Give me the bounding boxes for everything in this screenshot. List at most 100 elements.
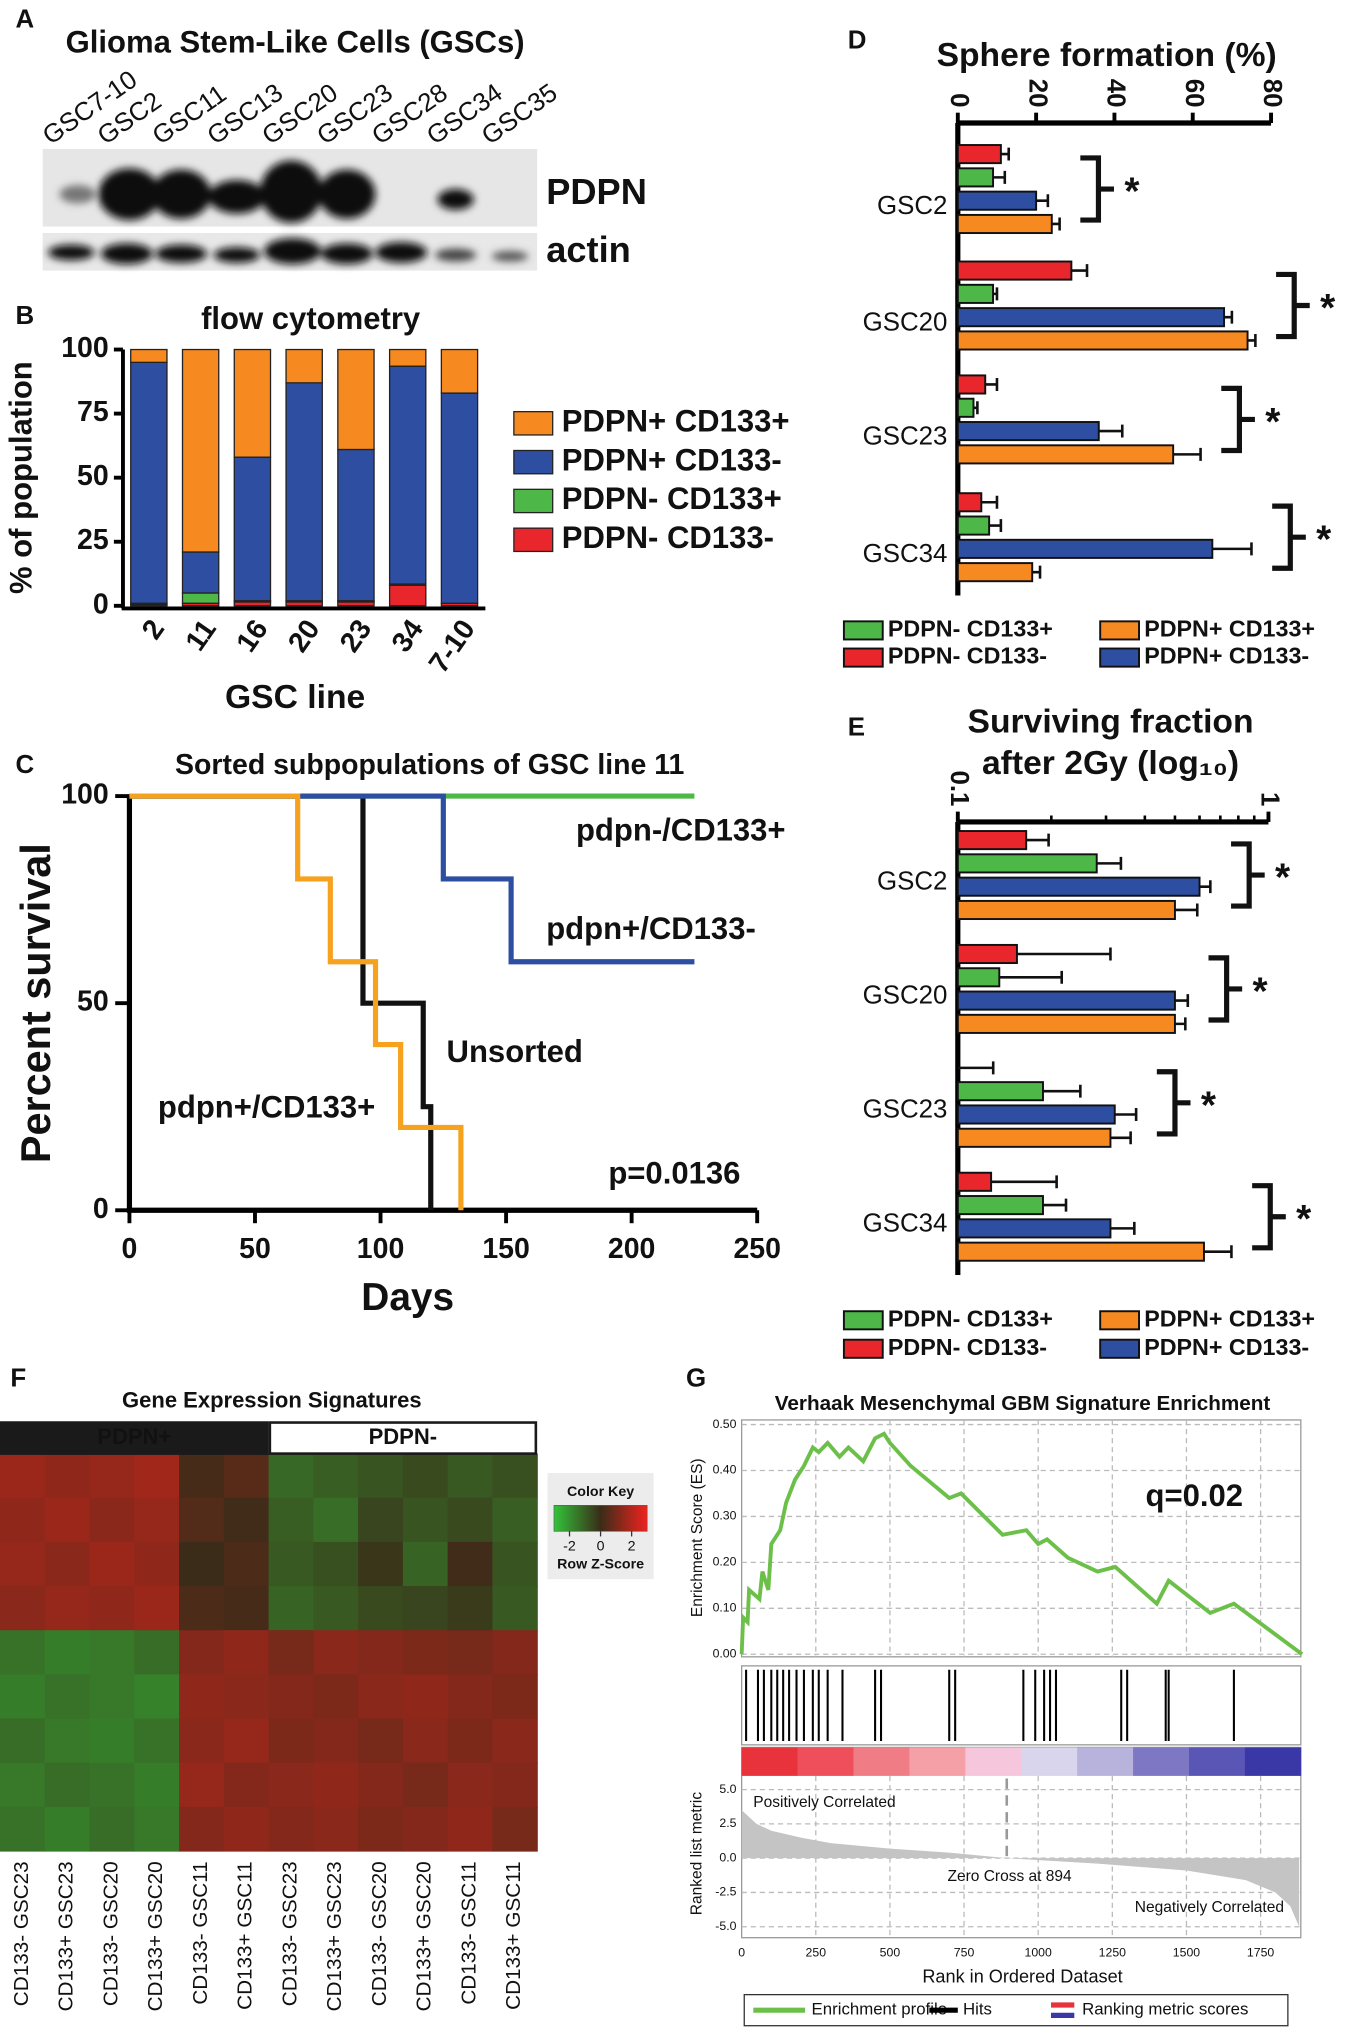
annotation: p=0.0136 — [608, 1156, 740, 1191]
x-tick-label: 250 — [733, 1233, 781, 1265]
panel-label: E — [848, 714, 865, 742]
heatmap-cell — [447, 1453, 494, 1499]
x-tick-label: 7-10 — [423, 614, 482, 679]
error-bar — [1212, 542, 1253, 556]
chart-title: Surviving fraction — [968, 703, 1254, 740]
legend-label: PDPN+ CD133+ — [1144, 1305, 1315, 1331]
heatmap-cell — [134, 1586, 180, 1631]
heatmap-cell — [179, 1762, 225, 1808]
legend-label: PDPN- CD133+ — [562, 481, 782, 516]
heatmap-cell — [402, 1586, 449, 1631]
heatmap-cell — [268, 1674, 314, 1720]
heatmap-cell — [134, 1718, 180, 1764]
x-tick-label: 2 — [136, 614, 171, 645]
heatmap-cell — [313, 1453, 359, 1499]
heatmap-cell — [492, 1630, 538, 1676]
x-tick-label: 11 — [179, 614, 223, 657]
band — [98, 168, 161, 221]
heatmap-cell — [134, 1674, 180, 1720]
heatmap-cell — [0, 1541, 46, 1587]
x-tick-label: 100 — [357, 1233, 405, 1265]
error-bar — [1199, 880, 1212, 894]
error-bar — [1071, 264, 1089, 278]
x-tick-label: 150 — [482, 1233, 530, 1265]
column-label: CD133+ GSC20 — [144, 1861, 167, 2011]
group-header — [268, 1421, 538, 1455]
bar — [956, 876, 1201, 897]
x-tick-label: 250 — [806, 1945, 827, 1959]
color-bar-segment — [797, 1747, 854, 1776]
curve-label: pdpn-/CD133+ — [576, 813, 786, 848]
color-key-tick-label: 0 — [597, 1539, 605, 1555]
panel-label: F — [10, 1365, 26, 1393]
error-bar — [1036, 194, 1050, 208]
color-bar-segment — [1244, 1747, 1302, 1776]
heatmap-cell — [89, 1541, 135, 1587]
legend-label: PDPN- CD133+ — [888, 616, 1053, 642]
legend-swatch — [842, 620, 884, 641]
color-key-tick-label: 2 — [628, 1539, 636, 1555]
heatmap-cell — [447, 1541, 494, 1587]
heatmap-cell — [268, 1586, 314, 1631]
category-label: GSC23 — [863, 1095, 948, 1123]
column-label: CD133- GSC20 — [99, 1861, 122, 2006]
band — [318, 169, 376, 219]
x-axis-label: Rank in Ordered Dataset — [922, 1967, 1122, 1987]
band — [260, 160, 323, 223]
panel-label: D — [848, 26, 867, 54]
bar — [956, 1241, 1205, 1262]
chart-title: flow cytometry — [201, 301, 421, 336]
y-tick-label: 25 — [77, 524, 109, 556]
bar-segment — [233, 456, 272, 602]
heatmap-cell — [492, 1806, 538, 1852]
x-tick-label: 20 — [1023, 79, 1051, 108]
group-label: PDPN- — [369, 1424, 437, 1449]
heatmap-cell — [223, 1718, 270, 1764]
heatmap-cell — [492, 1762, 538, 1808]
heatmap-cell — [89, 1497, 135, 1543]
x-tick-label: 1 — [1256, 792, 1284, 806]
bar-segment — [337, 348, 375, 451]
x-tick-label: 34 — [386, 614, 430, 658]
heatmap-cell — [402, 1718, 449, 1764]
error-bar — [1203, 1245, 1233, 1259]
heatmap-cell — [358, 1630, 404, 1676]
category-label: GSC34 — [863, 1209, 948, 1237]
heatmap-cell — [358, 1497, 404, 1543]
heatmap-cell — [0, 1453, 46, 1499]
y-tick-label: 0.10 — [713, 1601, 737, 1615]
heatmap-cell — [179, 1674, 225, 1720]
legend-label: PDPN+ CD133- — [1144, 643, 1309, 669]
bar — [956, 1171, 993, 1192]
y-tick-label: 0.40 — [713, 1463, 737, 1477]
color-key-bar — [553, 1505, 648, 1532]
heatmap-cell — [134, 1762, 180, 1808]
legend-label: PDPN+ CD133- — [1144, 1334, 1309, 1360]
category-label: GSC34 — [863, 540, 948, 568]
plot-frame — [741, 1665, 1302, 1746]
column-label: CD133+ GSC20 — [413, 1861, 436, 2011]
panel-label: C — [16, 751, 35, 779]
x-tick-label: 0 — [738, 1945, 745, 1959]
color-key-title: Color Key — [567, 1484, 634, 1500]
band — [434, 248, 477, 262]
bar-segment — [440, 348, 479, 394]
heatmap-cell — [134, 1541, 180, 1587]
heatmap-cell — [268, 1762, 314, 1808]
x-tick-label: 750 — [954, 1945, 975, 1959]
heatmap-cell — [179, 1453, 225, 1499]
legend-swatch — [842, 647, 884, 668]
plot-frame — [741, 1419, 1302, 1658]
heatmap-cell — [402, 1806, 449, 1852]
significance-bracket — [1272, 503, 1306, 571]
legend-swatch — [513, 411, 554, 436]
heatmap-cell — [268, 1497, 314, 1543]
band — [375, 242, 428, 263]
heatmap-cell — [89, 1806, 135, 1852]
error-bar — [1173, 447, 1202, 461]
heatmap-cell — [0, 1806, 46, 1852]
heatmap-cell — [223, 1630, 270, 1676]
legend-swatch — [513, 527, 554, 553]
legend-swatch — [1099, 647, 1140, 668]
